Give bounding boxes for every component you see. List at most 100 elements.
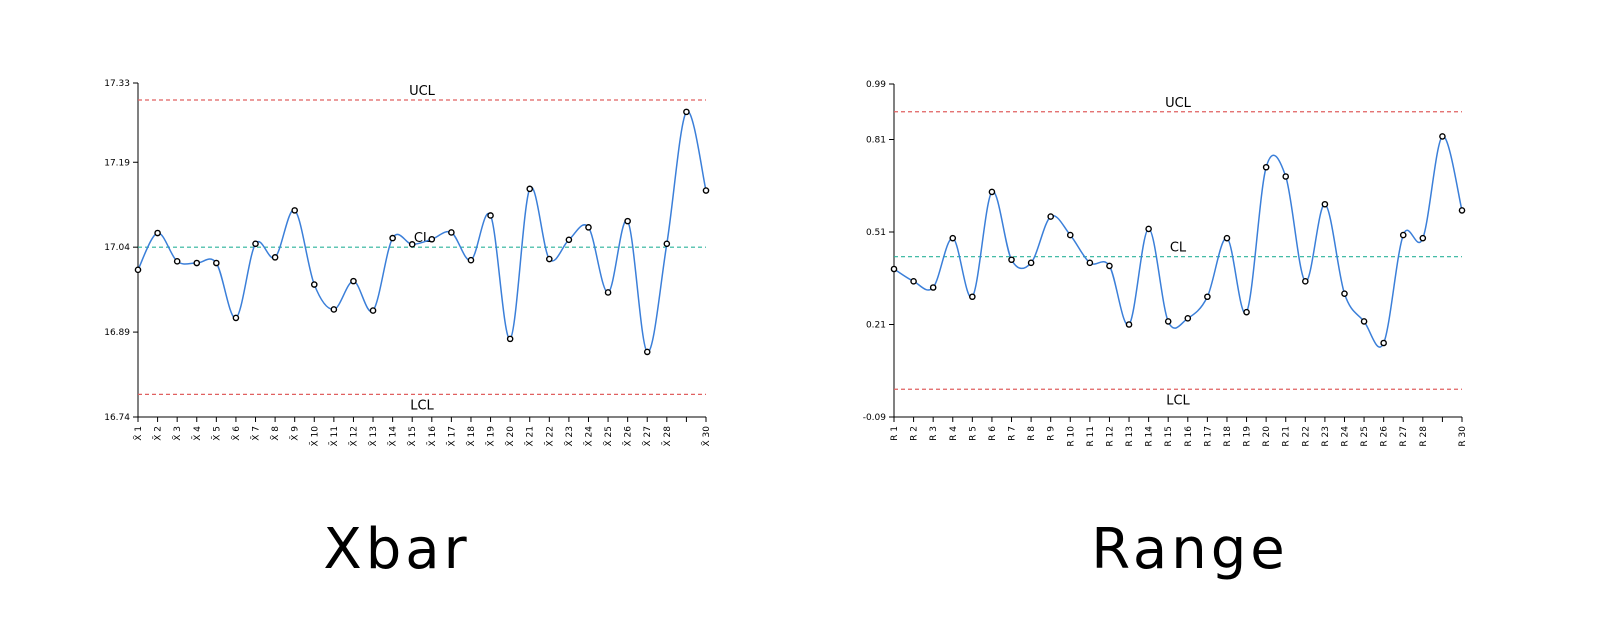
x-tick-label: R 21 [1282, 426, 1292, 447]
data-point [1262, 163, 1270, 171]
x-tick-label: X̄ 16 [426, 426, 438, 447]
y-tick-label: 0.81 [866, 136, 886, 146]
data-point [369, 307, 377, 314]
data-point [1106, 262, 1113, 270]
x-tick-label: X̄ 13 [367, 426, 379, 446]
data-point [1439, 133, 1446, 140]
data-point [1302, 278, 1309, 285]
data-point [1419, 234, 1427, 242]
x-tick-label: R 19 [1243, 426, 1253, 447]
x-tick-label: R 22 [1301, 426, 1311, 447]
x-tick-label: X̄ 19 [485, 426, 497, 447]
data-point [467, 256, 475, 264]
data-point [1380, 339, 1387, 347]
x-tick-label: R 18 [1223, 426, 1233, 447]
data-point [910, 278, 917, 285]
x-tick-label: X̄ 11 [328, 426, 340, 446]
data-point [1204, 293, 1211, 301]
data-point [643, 348, 651, 356]
data-point [604, 289, 612, 296]
xbar-chart: 17.33 17.19 17.04 16.89 16.74X̄ 1 X̄ 2 X̄ 3 X̄ … [104, 79, 712, 446]
x-tick-label: X̄ 20 [504, 426, 516, 447]
data-point [890, 265, 898, 273]
data-point [526, 185, 534, 193]
data-point [408, 241, 416, 248]
data-point [1008, 256, 1015, 264]
data-point [154, 229, 161, 237]
x-tick-label: R 14 [1145, 426, 1155, 447]
x-tick-label: X̄ 14 [387, 426, 399, 447]
x-tick-label: R 2 [910, 426, 920, 441]
x-tick-label: R 11 [1086, 426, 1096, 447]
x-tick-label: X̄ 15 [407, 426, 419, 446]
x-tick-label: X̄ 7 [250, 426, 262, 441]
data-point [487, 212, 494, 219]
data-point [1145, 225, 1152, 233]
x-tick-label: R 8 [1027, 426, 1037, 441]
data-point [969, 293, 976, 301]
data-point [213, 259, 220, 267]
data-point [271, 254, 279, 261]
data-point [949, 234, 957, 242]
y-tick-label: 17.33 [104, 79, 130, 89]
xbar-caption: Xbar [323, 517, 470, 582]
x-tick-label: R 10 [1066, 426, 1076, 447]
x-tick-label: R 28 [1419, 426, 1429, 447]
x-tick-label: X̄ 8 [269, 426, 281, 441]
x-tick-label: X̄ 5 [211, 426, 223, 441]
data-point [1399, 231, 1407, 239]
data-point [1458, 207, 1466, 214]
data-point [929, 284, 937, 291]
y-tick-label: 0.99 [866, 80, 886, 90]
x-tick-label: R 17 [1203, 426, 1213, 447]
data-point [1360, 318, 1368, 325]
cl-label: CL [414, 231, 431, 246]
x-tick-label: R 15 [1164, 426, 1174, 447]
x-tick-label: X̄ 2 [152, 426, 164, 441]
x-tick-label: X̄ 27 [642, 426, 654, 446]
y-tick-label: 0.21 [866, 321, 886, 331]
y-tick-label: 16.89 [104, 328, 130, 338]
range-chart: 0.99 0.81 0.51 0.21 -0.09R 1 R 2 R 3 R 4 R 5 R 6 R… [863, 80, 1468, 447]
data-point [1066, 231, 1074, 239]
data-point [428, 235, 436, 243]
y-tick-label: 0.51 [866, 228, 886, 238]
data-point [193, 259, 201, 267]
x-tick-label: X̄ 3 [172, 426, 184, 441]
data-point [683, 108, 690, 116]
lcl-label: LCL [410, 398, 434, 413]
y-tick-label: -0.09 [863, 413, 887, 423]
data-point [663, 240, 671, 248]
x-tick-label: R 6 [988, 426, 998, 441]
x-tick-label: R 23 [1321, 426, 1331, 447]
y-tick-label: 17.04 [104, 243, 130, 253]
x-tick-label: R 5 [968, 426, 978, 441]
x-tick-label: R 4 [949, 426, 959, 441]
x-tick-label: X̄ 18 [465, 426, 477, 447]
data-point [624, 217, 631, 225]
data-point [585, 224, 592, 231]
x-tick-label: R 7 [1008, 426, 1018, 441]
data-point [1223, 234, 1231, 242]
x-tick-label: R 1 [890, 426, 900, 441]
x-tick-label: X̄ 22 [544, 426, 556, 446]
y-tick-label: 16.74 [104, 413, 130, 423]
x-tick-label: X̄ 12 [348, 426, 360, 446]
data-point [252, 240, 259, 248]
x-tick-label: R 24 [1340, 426, 1350, 447]
data-point [1125, 321, 1133, 328]
ucl-label: UCL [1165, 96, 1192, 111]
data-point [389, 234, 396, 242]
x-tick-label: X̄ 6 [230, 426, 242, 441]
x-tick-label: R 13 [1125, 426, 1135, 447]
x-tick-label: R 27 [1399, 426, 1409, 447]
data-point [1184, 315, 1192, 322]
x-tick-label: X̄ 26 [622, 426, 634, 447]
data-point [988, 188, 996, 196]
x-tick-label: X̄ 4 [191, 426, 203, 441]
data-point [1047, 213, 1054, 220]
x-tick-label: X̄ 25 [602, 426, 614, 446]
data-point [1243, 308, 1250, 316]
x-tick-label: X̄ 9 [289, 426, 301, 441]
data-point [702, 187, 710, 194]
